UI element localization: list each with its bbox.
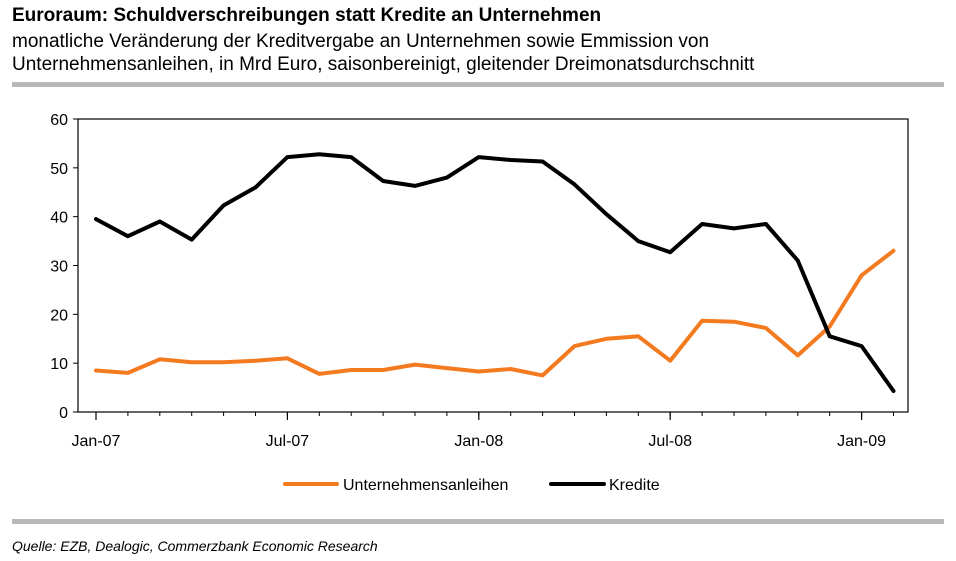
y-tick-label: 10 (50, 356, 68, 373)
x-tick-label: Jan-09 (837, 433, 886, 450)
line-chart: 0 10 20 30 40 50 60 Jan-07 Jul-07 Jan-08 Jul-08 Jan… (50, 112, 909, 494)
y-tick-label: 50 (50, 161, 68, 178)
top-divider (12, 82, 944, 87)
y-tick-label: 40 (50, 210, 68, 227)
series-line-kredite (94, 152, 896, 393)
legend-label: Kredite (609, 477, 660, 494)
y-tick-label: 30 (50, 259, 68, 276)
subtitle-line-2: Unternehmensanleihen, in Mrd Euro, saiso… (12, 54, 755, 75)
chart-subtitle: monatliche Veränderung der Kreditvergabe… (12, 30, 754, 76)
x-tick-label: Jan-07 (72, 433, 121, 450)
x-tick-label: Jan-08 (454, 433, 503, 450)
x-tick-label: Jul-07 (266, 433, 310, 450)
chart-series (94, 152, 896, 393)
y-tick-label: 0 (59, 405, 68, 422)
source-note: Quelle: EZB, Dealogic, Commerzbank Econo… (12, 538, 378, 554)
chart-title: Euroraum: Schuldverschreibungen statt Kr… (12, 5, 602, 26)
subtitle-line-1: monatliche Veränderung der Kreditvergabe… (12, 31, 710, 52)
y-tick-label: 20 (50, 307, 68, 324)
chart-axes: 0 10 20 30 40 50 60 Jan-07 Jul-07 Jan-08 Jul-08 Jan… (50, 112, 909, 450)
bottom-divider (12, 519, 944, 524)
x-tick-label: Jul-08 (648, 433, 692, 450)
legend-label: Unternehmensanleihen (343, 477, 508, 494)
series-line-unternehmensanleihen (94, 248, 896, 378)
chart-legend: Unternehmensanleihen Kredite (283, 477, 660, 494)
plot-frame (77, 118, 909, 413)
y-tick-label: 60 (50, 112, 68, 129)
